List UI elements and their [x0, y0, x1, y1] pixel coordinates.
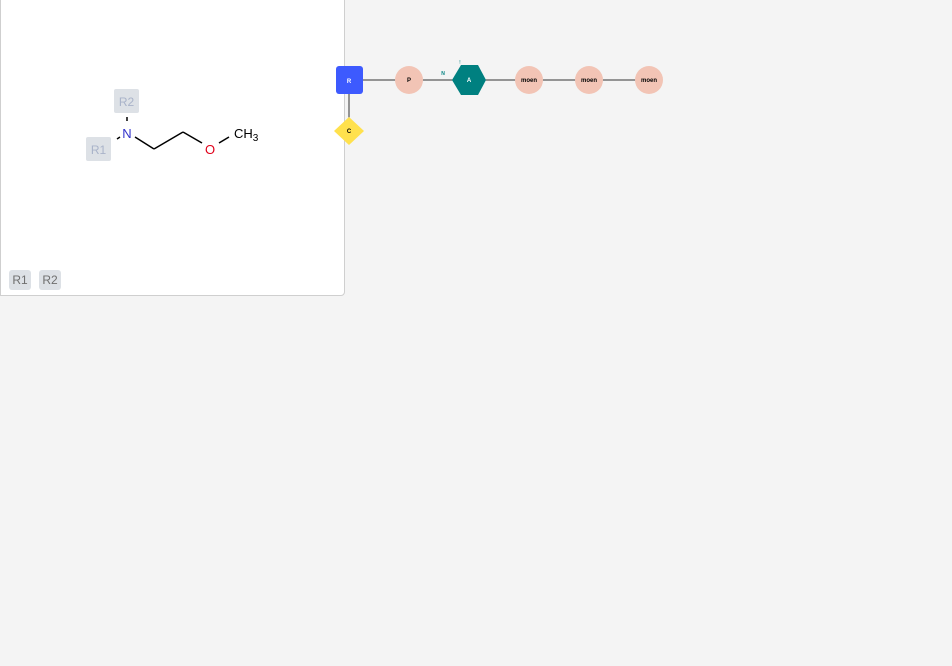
rgroup-chip-r2[interactable]: R2	[39, 270, 61, 290]
r2-atom-label: R2	[119, 95, 135, 109]
methyl-ch: CH	[234, 126, 253, 141]
branch-label: C	[347, 129, 352, 135]
molecule-panel: R2 R1 N O CH3 R1 R2	[0, 0, 345, 296]
bond-r1-n	[116, 136, 121, 140]
r1-box[interactable]	[86, 137, 111, 161]
hex-label: A	[467, 78, 472, 84]
hex-monomer[interactable]: A	[452, 65, 486, 95]
molecule-canvas[interactable]: R2 R1 N O CH3	[1, 0, 344, 295]
bond-c1-c2	[153, 131, 184, 150]
branch-monomer[interactable]: C	[334, 117, 364, 145]
moen-label: moen	[581, 78, 597, 84]
rgroup-bar: R1 R2	[9, 270, 61, 290]
hex-n-annotation: N	[441, 71, 445, 77]
nitrogen-atom[interactable]: N	[122, 126, 131, 141]
hex-tick-annotation: !	[459, 60, 460, 66]
methyl-subscript: 3	[253, 133, 259, 144]
bond-o-ch3	[218, 136, 230, 144]
rgroup-chip-r1[interactable]: R1	[9, 270, 31, 290]
bond-n-c1	[134, 136, 155, 150]
oxygen-atom[interactable]: O	[205, 142, 215, 157]
moen-label: moen	[641, 78, 657, 84]
moen-monomer-1[interactable]: moen	[515, 66, 543, 94]
r2-box[interactable]	[114, 89, 139, 113]
sugar-monomer[interactable]: R	[336, 66, 363, 94]
phosphate-monomer[interactable]: P	[395, 66, 423, 94]
moen-monomer-2[interactable]: moen	[575, 66, 603, 94]
bond-c2-o	[182, 131, 203, 144]
r1-atom-label: R1	[91, 143, 107, 157]
sugar-label: R	[347, 79, 352, 85]
phosphate-label: P	[407, 78, 411, 84]
moen-label: moen	[521, 78, 537, 84]
moen-monomer-3[interactable]: moen	[635, 66, 663, 94]
methyl-group[interactable]: CH3	[234, 126, 259, 144]
